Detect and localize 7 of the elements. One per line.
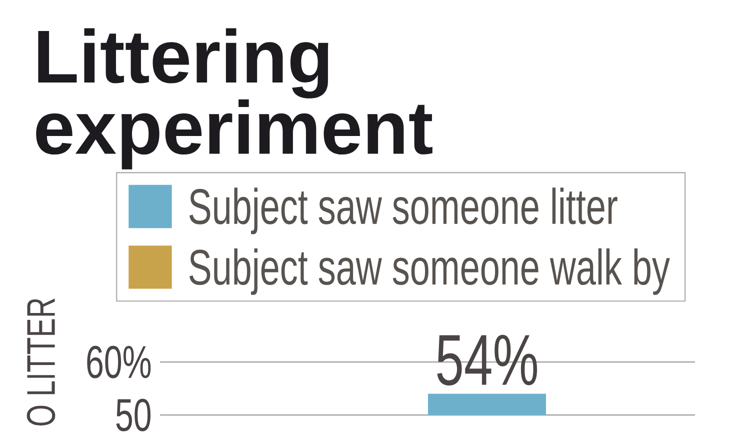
y-tick-label: 60% <box>87 346 151 378</box>
y-axis-title: O LITTER <box>26 298 56 426</box>
legend-label: Subject saw someone litter <box>189 188 618 234</box>
y-tick-label: 50 <box>116 398 150 432</box>
data-label: 54% <box>437 334 538 386</box>
chart-title: Littering experiment <box>36 28 432 170</box>
legend-label: Subject saw someone walk by <box>189 248 670 295</box>
